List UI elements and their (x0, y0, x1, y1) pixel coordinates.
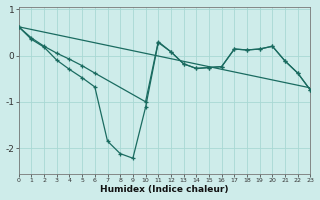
X-axis label: Humidex (Indice chaleur): Humidex (Indice chaleur) (100, 185, 229, 194)
